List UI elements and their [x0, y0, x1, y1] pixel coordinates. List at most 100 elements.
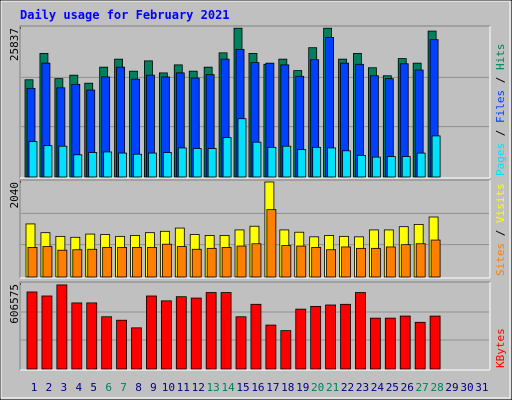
legend-separator: /	[494, 223, 507, 243]
y-tick-label: 606575	[8, 284, 21, 324]
x-tick-label: 15	[236, 381, 249, 394]
bar	[58, 145, 68, 178]
bar	[416, 152, 426, 178]
chart-title: Daily usage for February 2021	[20, 8, 230, 22]
bar	[252, 141, 262, 178]
bar	[42, 246, 53, 278]
x-tick-label: 3	[61, 381, 68, 394]
bar	[280, 330, 292, 370]
bar	[399, 315, 411, 370]
x-tick-label: 2	[46, 381, 53, 394]
bar	[312, 146, 322, 178]
bar	[265, 324, 277, 370]
bar	[192, 148, 202, 178]
legend-separator: /	[494, 123, 507, 143]
x-tick-label: 19	[296, 381, 309, 394]
bar	[190, 297, 202, 370]
bar	[341, 246, 351, 278]
bar	[282, 145, 292, 178]
legend-label: Sites	[494, 243, 507, 276]
bar	[220, 292, 232, 370]
y-tick-label: 2040	[8, 182, 21, 209]
bar	[431, 135, 441, 178]
bar	[87, 248, 98, 278]
bar	[26, 291, 38, 370]
bar	[385, 246, 396, 278]
bar	[357, 154, 366, 178]
bar	[237, 118, 247, 178]
bar	[235, 316, 247, 370]
x-tick-label: 27	[416, 381, 429, 394]
legend: Pages / Files / Hits	[494, 44, 507, 177]
bar	[175, 296, 187, 370]
x-tick-label: 30	[460, 381, 473, 394]
bar	[162, 152, 172, 178]
legend-label: Hits	[494, 44, 507, 71]
bar	[56, 284, 68, 370]
bar	[311, 247, 322, 278]
bar	[386, 156, 396, 178]
bar	[326, 249, 337, 278]
bar	[207, 148, 217, 178]
x-tick-label: 24	[371, 381, 385, 394]
bar	[295, 308, 307, 370]
x-tick-label: 20	[311, 381, 324, 394]
x-tick-label: 26	[401, 381, 414, 394]
bar	[73, 154, 83, 178]
bar	[191, 248, 202, 278]
bar	[384, 317, 396, 370]
legend-separator: /	[494, 70, 507, 90]
bar	[57, 249, 68, 278]
bar	[118, 152, 127, 178]
bar	[281, 245, 292, 278]
bar	[148, 152, 157, 178]
bar	[146, 295, 157, 370]
bar	[132, 247, 142, 278]
bar	[133, 153, 142, 178]
bar	[296, 245, 307, 278]
bar	[267, 146, 277, 178]
x-tick-label: 6	[105, 381, 112, 394]
bar	[414, 321, 426, 370]
x-tick-label: 29	[445, 381, 458, 394]
x-tick-label: 13	[207, 381, 220, 394]
x-tick-label: 7	[120, 381, 127, 394]
bar	[160, 300, 172, 370]
bar	[415, 243, 426, 278]
bar	[116, 319, 127, 370]
bar	[205, 292, 217, 370]
x-tick-label: 31	[475, 381, 488, 394]
bar	[355, 292, 366, 370]
legend-label: Visits	[494, 183, 507, 223]
bar	[147, 247, 157, 278]
bar	[430, 239, 441, 278]
bar	[101, 316, 113, 370]
bar	[117, 247, 127, 278]
bar	[400, 244, 411, 278]
x-tick-label: 23	[356, 381, 369, 394]
bar	[221, 247, 232, 278]
bar	[103, 151, 113, 178]
bar	[266, 209, 277, 278]
bar	[310, 305, 322, 370]
bar	[131, 327, 142, 370]
bar	[371, 156, 381, 178]
x-tick-label: 12	[192, 381, 205, 394]
legend: KBytes	[494, 328, 507, 368]
bar	[86, 302, 98, 370]
bar	[342, 150, 351, 178]
x-tick-label: 25	[386, 381, 399, 394]
x-tick-label: 14	[221, 381, 235, 394]
bar	[161, 243, 172, 278]
bar	[327, 147, 337, 178]
legend-label: Pages	[494, 143, 507, 176]
bar	[250, 303, 262, 370]
bar	[251, 243, 262, 278]
bar	[356, 247, 366, 278]
legend: Sites / Visits	[494, 183, 507, 276]
legend-label: Files	[494, 90, 507, 123]
bar	[236, 245, 247, 278]
x-tick-label: 11	[177, 381, 190, 394]
